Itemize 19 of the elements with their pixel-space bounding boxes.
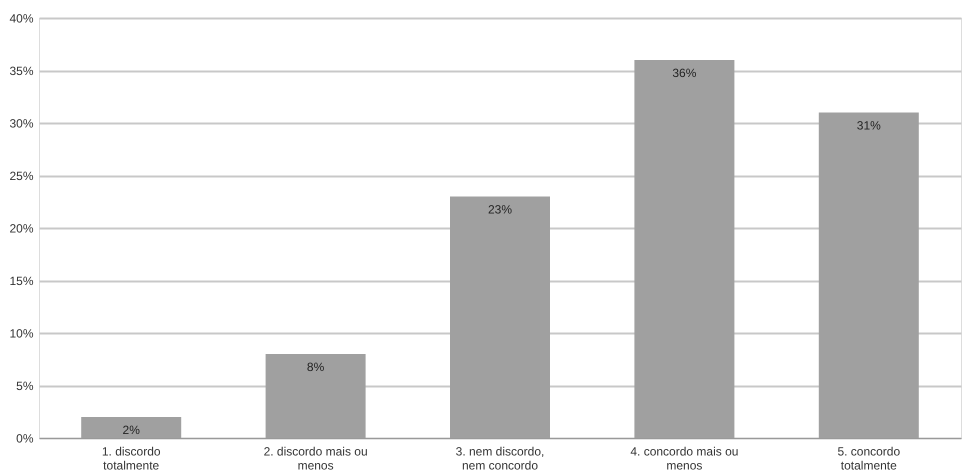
y-tick-label: 15% [9, 274, 34, 288]
data-label: 23% [488, 202, 512, 216]
x-tick-label: 1. discordo totalmente [102, 444, 161, 472]
data-label: 31% [856, 118, 882, 132]
y-tick-label: 40% [9, 12, 34, 26]
data-label: 36% [672, 66, 697, 80]
y-tick-label: 25% [9, 169, 34, 183]
y-tick-label: 5% [16, 379, 34, 393]
x-tick-label: 3. nem discordo, nem concordo [456, 444, 544, 472]
x-tick-label: 4. concordo mais ou menos [630, 444, 738, 472]
x-tick-label: 5. concordo totalmente [837, 444, 900, 472]
y-tick-label: 30% [9, 116, 34, 130]
y-tick-label: 20% [9, 222, 34, 236]
data-label: 8% [306, 360, 325, 374]
y-tick-label: 0% [16, 432, 34, 446]
y-tick-label: 35% [9, 64, 34, 78]
x-tick-label: 2. discordo mais ou menos [264, 444, 368, 472]
y-tick-label: 10% [9, 326, 34, 340]
data-label: 2% [122, 423, 140, 437]
